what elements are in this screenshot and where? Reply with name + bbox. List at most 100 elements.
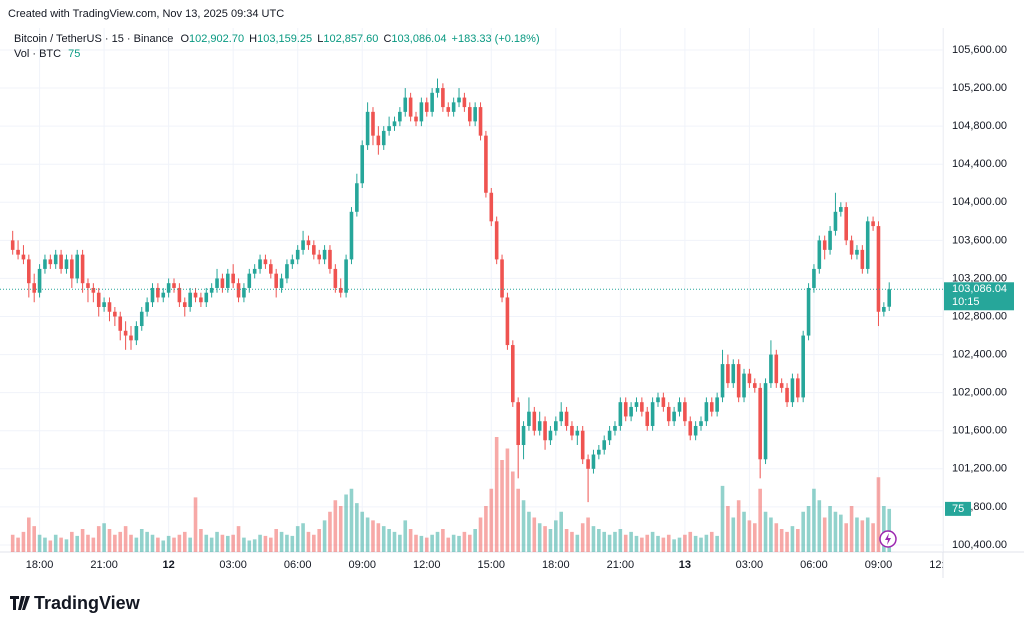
candles: [0, 78, 943, 503]
x-tick-label: 13: [679, 559, 691, 571]
l-value: 102,857.60: [323, 33, 378, 45]
candle-body: [543, 421, 547, 441]
candle-body: [500, 259, 504, 298]
volume-bar: [640, 537, 644, 552]
volume-bar: [306, 531, 311, 552]
candle-body: [720, 364, 725, 398]
volume-bar: [338, 506, 343, 552]
x-tick-label: 06:00: [800, 559, 828, 571]
candle-body: [623, 402, 628, 417]
volume-bar: [269, 537, 273, 552]
volume-bar: [451, 534, 456, 552]
candle-body: [510, 345, 515, 403]
c-value: 103,086.04: [391, 33, 446, 45]
volume-bar: [322, 520, 327, 552]
volume-bar: [586, 517, 590, 552]
volume-bar: [328, 511, 332, 552]
candle-body: [709, 402, 714, 412]
y-tick-label: 104,000.00: [952, 196, 1007, 208]
x-tick-label: 03:00: [736, 559, 764, 571]
candle-body: [650, 402, 655, 426]
candle-body: [645, 411, 650, 426]
o-value: 102,902.70: [189, 33, 244, 45]
volume-bar: [215, 531, 219, 552]
volume-bar: [156, 537, 160, 552]
candle-body: [801, 335, 805, 398]
x-tick-label: 18:00: [542, 559, 570, 571]
x-tick-label: 12:00: [929, 559, 957, 571]
candle-body: [360, 145, 365, 184]
candle-body: [634, 402, 639, 407]
volume-bar: [172, 537, 176, 552]
candle-body: [236, 283, 241, 298]
volume-bar: [247, 540, 252, 552]
legend: Bitcoin / TetherUS · 15 · Binance O102,9…: [14, 33, 540, 45]
volume-bar: [403, 520, 408, 552]
candle-body: [559, 411, 563, 422]
candle-body: [102, 302, 106, 307]
volume-bar: [199, 529, 203, 552]
volume-bar: [543, 526, 547, 552]
volume-bar: [645, 534, 650, 552]
candle-body: [564, 411, 569, 426]
volume-bar: [769, 517, 773, 552]
candle-body: [860, 249, 865, 269]
volume-pane: [10, 437, 892, 552]
candle-body: [10, 240, 15, 250]
volume-bar: [580, 523, 585, 552]
volume-bar: [527, 511, 531, 552]
candle-body: [59, 254, 63, 269]
candle-body: [672, 411, 676, 422]
volume-bar: [113, 534, 117, 552]
volume-bar: [182, 531, 187, 552]
volume-bar: [865, 517, 870, 552]
volume-bar: [48, 540, 53, 552]
volume-bar: [801, 511, 805, 552]
volume-bar: [129, 534, 133, 552]
volume-bar: [613, 531, 617, 552]
candle-body: [855, 249, 859, 255]
volume-bar: [510, 471, 515, 552]
volume-bar: [839, 514, 843, 552]
candle-body: [839, 207, 843, 212]
x-tick-label: 12:00: [413, 559, 441, 571]
candle-body: [774, 354, 779, 384]
candle-body: [387, 126, 391, 131]
volume-bar: [75, 535, 80, 552]
volume-bar: [274, 529, 278, 552]
volume-bar: [715, 535, 719, 552]
volume-bar: [704, 534, 709, 552]
candle-body: [220, 278, 225, 288]
volume-bar: [43, 537, 47, 552]
candle-body: [156, 287, 160, 298]
volume-bar: [860, 520, 865, 552]
candle-body: [548, 430, 553, 441]
candle-body: [693, 425, 698, 436]
volume-bar: [188, 537, 192, 552]
c-name: C: [383, 33, 391, 45]
candle-body: [715, 397, 719, 412]
y-tick-label: 105,600.00: [952, 44, 1007, 56]
candle-body: [796, 378, 800, 398]
candle-body: [467, 107, 472, 122]
volume-bar: [365, 517, 370, 552]
volume-bar: [349, 488, 354, 552]
volume-bar: [677, 537, 682, 552]
candle-body: [43, 259, 47, 269]
candle-body: [355, 183, 359, 212]
candle-body: [365, 111, 370, 146]
candle-body: [763, 383, 768, 460]
candle-body: [91, 287, 96, 293]
candle-body: [312, 245, 316, 255]
volume-bar: [790, 526, 795, 552]
volume-bar: [27, 517, 31, 552]
volume-value: 75: [68, 48, 80, 60]
y-tick-label: 100,800.00: [952, 501, 1007, 513]
candle-body: [882, 306, 886, 312]
x-tick-label: 15:00: [478, 559, 506, 571]
volume-bar: [408, 529, 413, 552]
candle-body: [812, 268, 816, 288]
candle-body: [666, 406, 671, 422]
volume-bar: [252, 539, 257, 552]
h-value: 103,159.25: [257, 33, 312, 45]
